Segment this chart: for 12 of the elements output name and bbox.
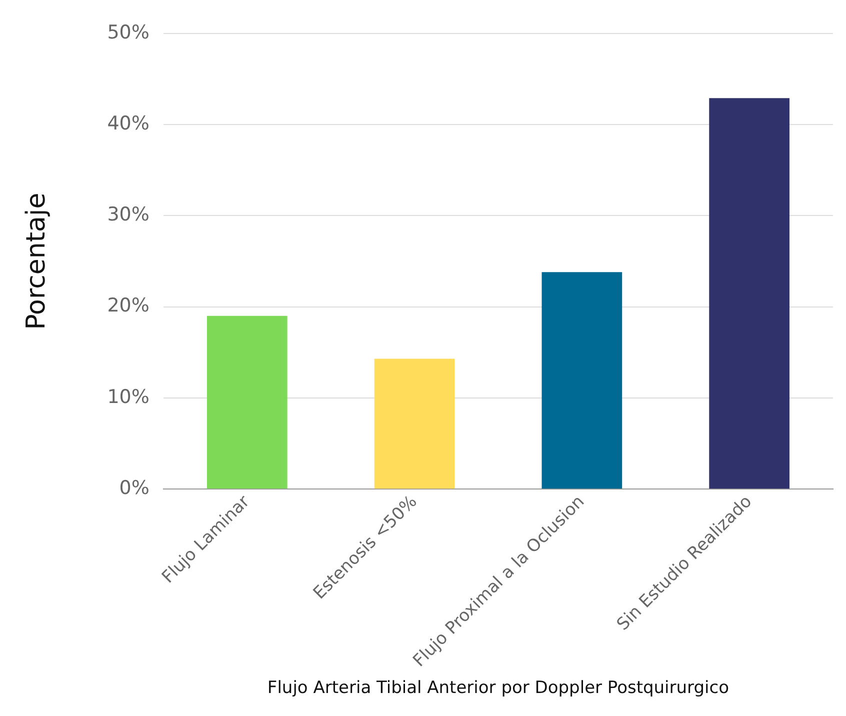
bar (542, 272, 622, 489)
bar (206, 316, 288, 489)
y-tick-label: 40% (107, 112, 150, 134)
y-tick-label: 30% (107, 204, 150, 226)
bar (709, 98, 790, 489)
y-tick-label: 50% (107, 21, 150, 44)
y-axis-title: Porcentaje (21, 192, 52, 330)
y-tick-label: 0% (119, 477, 150, 500)
y-tick-label: 10% (107, 386, 150, 408)
y-tick-label: 20% (107, 294, 150, 317)
bar (374, 358, 455, 489)
x-axis-title: Flujo Arteria Tibial Anterior por Doppler Postquirurgico (267, 678, 730, 698)
